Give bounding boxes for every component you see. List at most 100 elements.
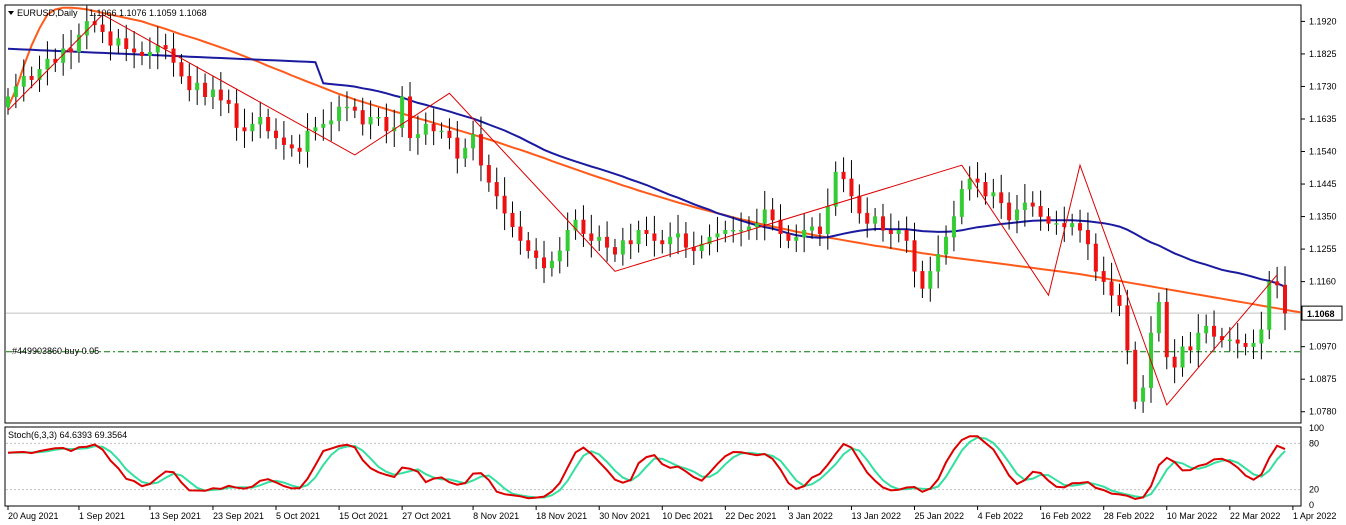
time-tick-label: 5 Oct 2021 (276, 511, 320, 521)
candle-body (415, 134, 420, 139)
time-tick-label: 28 Feb 2022 (1104, 511, 1155, 521)
price-tick-label: 1.1825 (1309, 49, 1337, 59)
candle-body (888, 230, 893, 234)
candle-body (1007, 202, 1012, 221)
candle-body (1093, 243, 1098, 272)
candle-body (486, 164, 491, 183)
price-tick-label: 1.1255 (1309, 244, 1337, 254)
time-tick-label: 1 Apr 2022 (1293, 511, 1337, 521)
candle-body (226, 99, 231, 104)
stoch-tick-label: 0 (1309, 500, 1314, 510)
candle-body (1227, 339, 1232, 342)
candle-body (707, 236, 712, 245)
candle-body (1054, 223, 1059, 225)
candle-body (676, 233, 681, 238)
candle-body (408, 96, 413, 139)
candle-body (999, 192, 1004, 204)
candle-body (849, 178, 854, 197)
candle-body (76, 34, 81, 53)
candle-body (967, 178, 972, 190)
candle-body (731, 230, 736, 232)
candle-body (1101, 271, 1106, 282)
stoch-panel-frame (4, 426, 1302, 507)
candle-body (1196, 332, 1201, 351)
zigzag-line (7, 13, 1278, 406)
price-plot (6, 5, 1301, 413)
candle-body (833, 171, 838, 207)
candle-body (132, 48, 137, 53)
candle-body (187, 75, 192, 91)
candle-body (739, 230, 744, 232)
candle-body (1172, 356, 1177, 368)
time-tick-label: 15 Oct 2021 (339, 511, 388, 521)
candle-body (557, 250, 562, 262)
candle-body (163, 45, 168, 50)
candle-body (69, 48, 74, 53)
candle-body (100, 24, 105, 32)
candle-body (179, 62, 184, 77)
candle-body (762, 209, 767, 224)
candle-body (258, 117, 263, 125)
candle-body (1078, 223, 1083, 231)
candle-body (825, 206, 830, 234)
candle-body (13, 86, 18, 97)
candle-body (873, 216, 878, 224)
candle-body (1022, 202, 1027, 210)
candle-body (234, 103, 239, 128)
stoch-main-line (7, 435, 1286, 501)
candle-body (810, 226, 815, 231)
candle-body (266, 117, 271, 132)
candle-body (1212, 325, 1217, 337)
candle-body (975, 178, 980, 183)
candle-body (715, 233, 720, 238)
candle-body (447, 130, 452, 139)
candle-body (171, 48, 176, 63)
candle-body (45, 58, 50, 70)
candle-body (250, 123, 255, 132)
time-tick-label: 22 Mar 2022 (1230, 511, 1281, 521)
candle-body (1014, 209, 1019, 221)
stoch-tick-label: 20 (1309, 485, 1319, 495)
candle-body (1259, 329, 1264, 344)
candle-body (195, 82, 200, 91)
candle-body (636, 230, 641, 245)
candle-body (203, 82, 208, 97)
candle-body (384, 117, 389, 132)
dropdown-arrow-icon[interactable] (8, 11, 14, 15)
price-tick-label: 1.1635 (1309, 114, 1337, 124)
time-tick-label: 13 Sep 2021 (150, 511, 201, 521)
candle-body (605, 236, 610, 248)
time-tick-label: 18 Nov 2021 (536, 511, 587, 521)
candle-body (352, 106, 357, 111)
candle-body (802, 230, 807, 238)
candle-body (337, 106, 342, 121)
price-tick-label: 1.0780 (1309, 407, 1337, 417)
candle-body (644, 230, 649, 234)
symbol-label: EURUSD,Daily (17, 8, 78, 18)
candle-body (936, 253, 941, 272)
price-tick-label: 1.1160 (1309, 277, 1336, 287)
candle-body (565, 230, 570, 252)
order-line-label[interactable]: #449903860 buy 0.05 (12, 346, 99, 356)
time-tick-label: 22 Dec 2021 (725, 511, 776, 521)
candle-body (754, 223, 759, 228)
candle-body (108, 31, 113, 46)
current-price-label: 1.1068 (1307, 309, 1335, 319)
candle-body (1070, 223, 1075, 228)
candle-body (944, 236, 949, 255)
chart-header: EURUSD,Daily 1.1066 1.1076 1.1059 1.1068 (8, 8, 207, 18)
price-tick-label: 1.1350 (1309, 212, 1337, 222)
candle-body (242, 127, 247, 132)
candle-body (376, 117, 381, 119)
candle-body (904, 230, 909, 241)
price-tick-label: 1.1730 (1309, 81, 1337, 91)
candle-body (1283, 284, 1287, 314)
candle-body (1267, 281, 1272, 330)
candle-body (313, 127, 318, 132)
candle-body (778, 219, 783, 234)
candle-body (321, 123, 326, 128)
candle-body (1275, 281, 1280, 286)
time-tick-label: 1 Sep 2021 (79, 511, 125, 521)
